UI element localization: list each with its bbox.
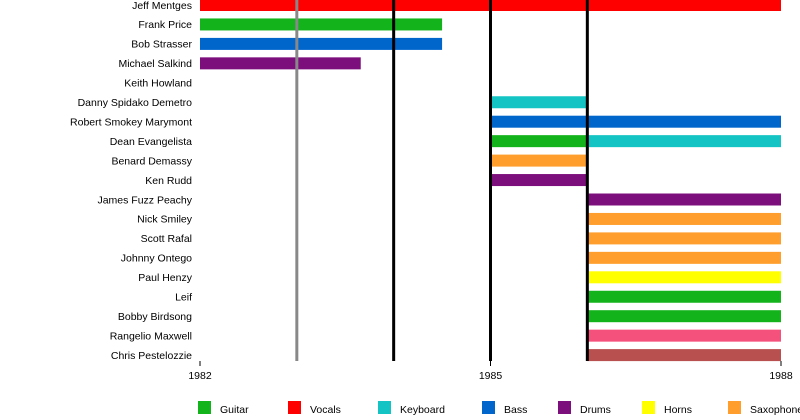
x-tick-label: 1982	[188, 370, 212, 382]
legend-swatch	[482, 401, 495, 414]
tenure-bar	[490, 96, 588, 109]
tenure-bar	[490, 135, 588, 148]
legend-label: Guitar	[220, 404, 249, 416]
tenure-bar	[587, 349, 781, 362]
tenure-bar	[490, 154, 588, 167]
member-name: Paul Henzy	[138, 272, 192, 284]
tenure-bar	[490, 174, 588, 187]
legend-label: Keyboard	[400, 404, 445, 416]
member-name: Danny Spidako Demetro	[78, 97, 193, 109]
member-name: Chris Pestelozzie	[111, 350, 192, 362]
tenure-bar	[200, 57, 361, 70]
member-name: Robert Smokey Marymont	[70, 116, 192, 128]
legend-swatch	[728, 401, 741, 414]
member-name: Bob Strasser	[131, 39, 192, 51]
member-name: James Fuzz Peachy	[97, 194, 192, 206]
tenure-bar	[200, 18, 443, 31]
legend-label: Saxophone	[750, 404, 800, 416]
x-tick-label: 1985	[479, 370, 503, 382]
legend-label: Vocals	[310, 404, 341, 416]
tenure-bar	[587, 212, 781, 225]
legend-label: Horns	[664, 404, 692, 416]
member-name: Leif	[175, 292, 192, 304]
tenure-bar	[490, 115, 781, 128]
tenure-bar	[587, 251, 781, 264]
member-name: Ken Rudd	[145, 175, 192, 187]
member-name: Jeff Mentges	[132, 0, 192, 12]
tenure-bar	[587, 329, 781, 342]
legend-swatch	[198, 401, 211, 414]
tenure-bar	[587, 135, 781, 148]
member-name: Frank Price	[138, 19, 192, 31]
member-name: Scott Rafal	[141, 233, 192, 245]
legend-swatch	[378, 401, 391, 414]
tenure-bar	[587, 310, 781, 323]
tenure-bar	[200, 37, 443, 50]
legend-swatch	[558, 401, 571, 414]
legend-swatch	[288, 401, 301, 414]
member-name: Nick Smiley	[137, 214, 193, 226]
member-name: Michael Salkind	[118, 58, 192, 70]
member-name: Bobby Birdsong	[118, 311, 192, 323]
member-name: Rangelio Maxwell	[110, 330, 192, 342]
member-name: Keith Howland	[124, 78, 192, 90]
legend-swatch	[642, 401, 655, 414]
tenure-bar	[587, 193, 781, 206]
tenure-bar	[587, 290, 781, 303]
legend-label: Drums	[580, 404, 611, 416]
member-name: Benard Demassy	[111, 155, 192, 167]
tenure-bar	[587, 232, 781, 245]
x-tick-label: 1988	[769, 370, 793, 382]
member-name: Dean Evangelista	[110, 136, 192, 148]
tenure-bar	[587, 271, 781, 284]
legend-label: Bass	[504, 404, 527, 416]
member-name: Johnny Ontego	[121, 253, 192, 265]
